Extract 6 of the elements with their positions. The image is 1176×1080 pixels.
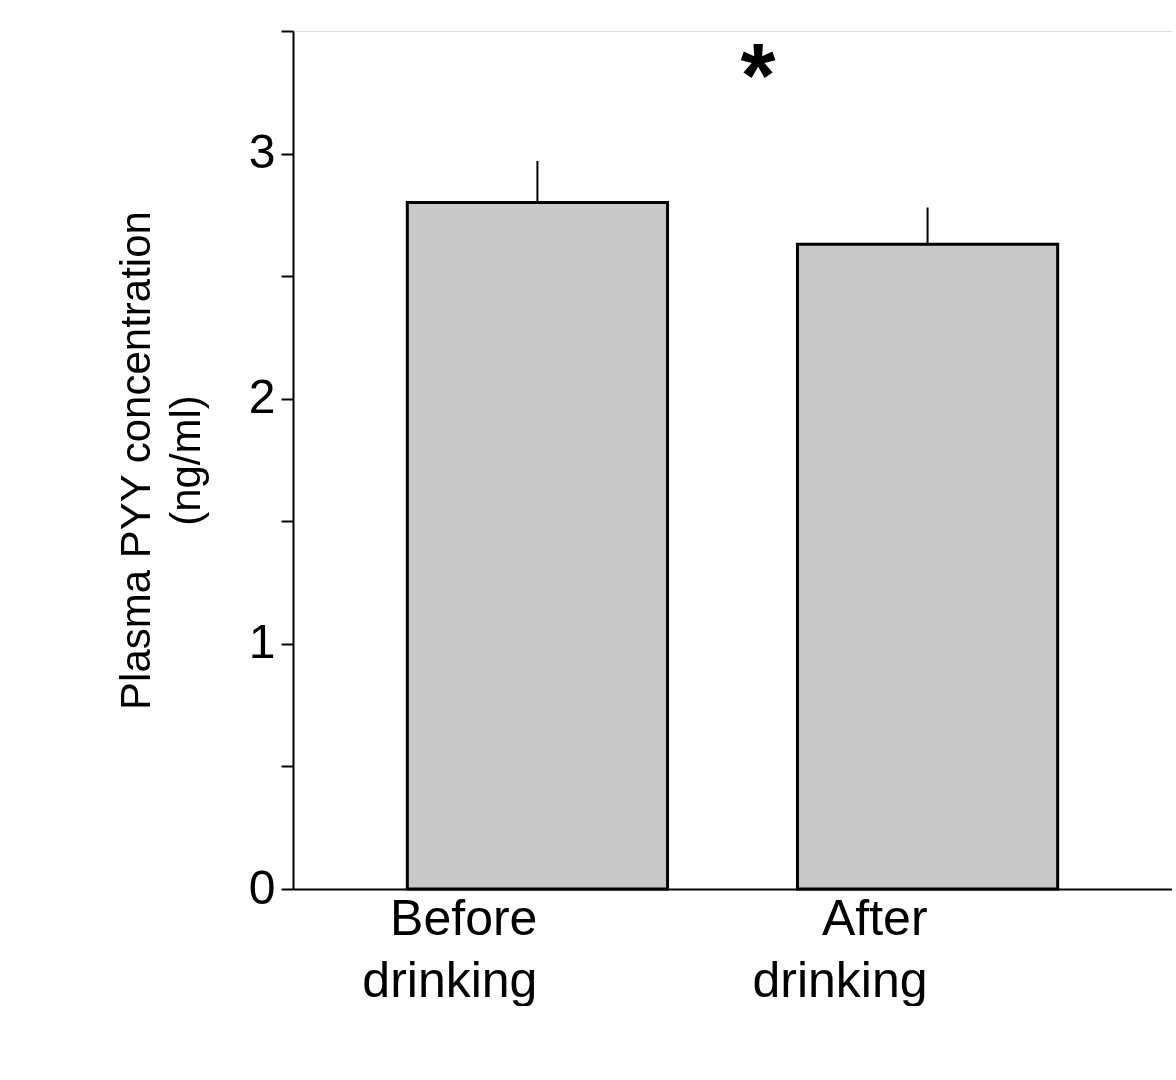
y-tick-label: 0 xyxy=(248,860,276,914)
y-tick-label: 3 xyxy=(248,125,276,179)
y-tick-label: 2 xyxy=(248,370,276,424)
annotation: * xyxy=(740,26,776,126)
y-tick-label: 1 xyxy=(248,615,276,669)
y-axis-title: Plasma PYY concentration (ng/ml) xyxy=(111,211,209,710)
